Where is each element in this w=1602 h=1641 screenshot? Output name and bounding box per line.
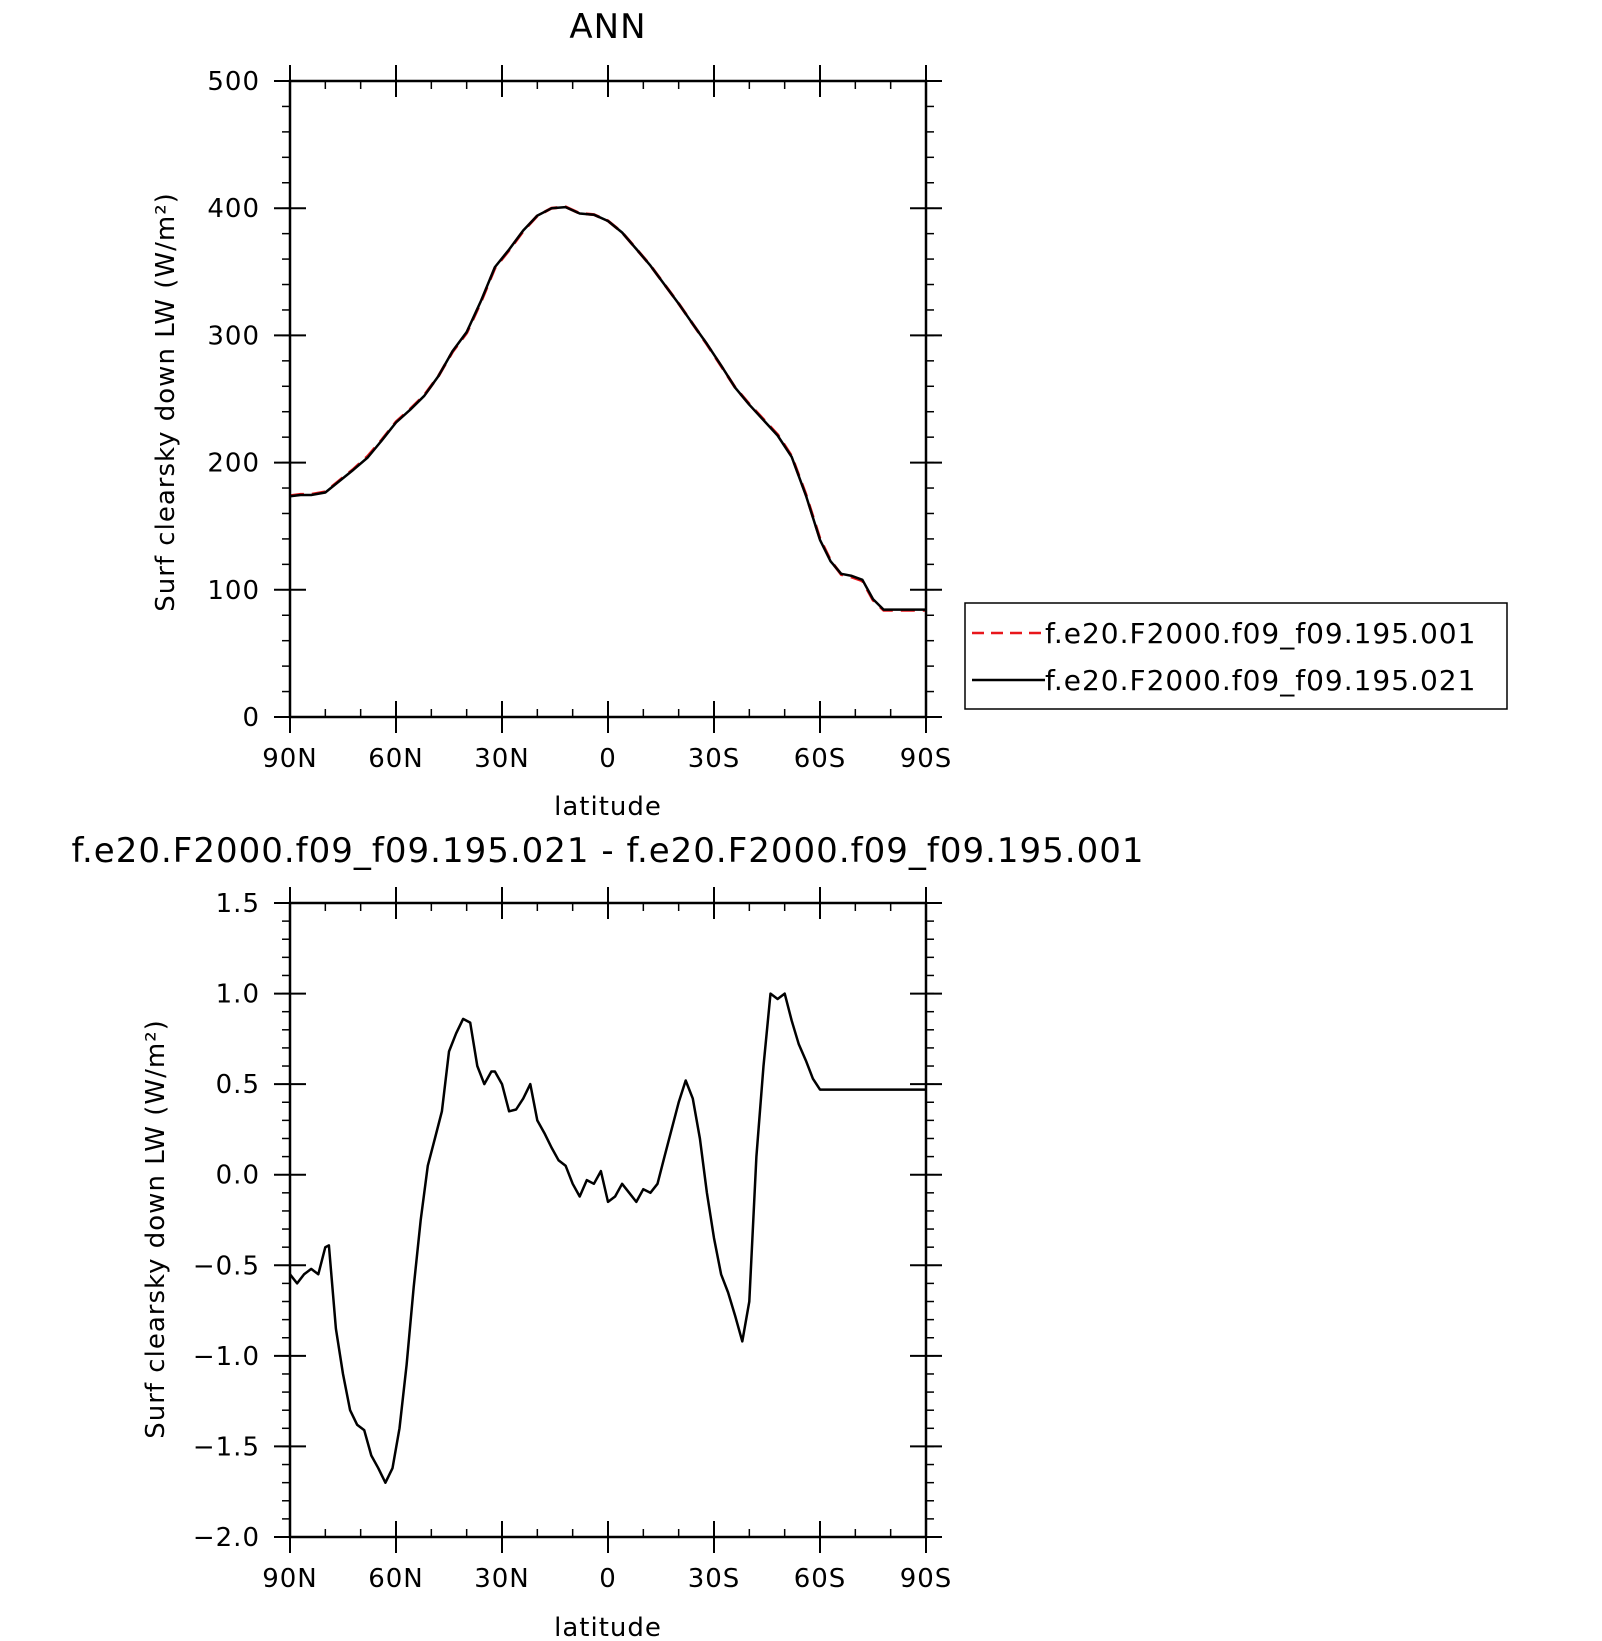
y-tick-label: 0.5 — [216, 1070, 260, 1100]
y-tick-label: 500 — [207, 67, 260, 97]
series-line-021 — [289, 205, 926, 611]
x-tick-label: 90N — [262, 744, 318, 774]
x-tick-label: 30S — [688, 744, 741, 774]
bottom-plot-ylabel: Surf clearsky down LW (W/m²) — [141, 1019, 171, 1439]
x-tick-label: 0 — [599, 744, 617, 774]
x-tick-label: 60N — [368, 1564, 424, 1594]
y-tick-label: 200 — [207, 449, 260, 479]
x-tick-label: 60N — [368, 744, 424, 774]
y-tick-label: 100 — [207, 576, 260, 606]
y-tick-label: 400 — [207, 194, 260, 224]
y-tick-label: −0.5 — [193, 1251, 260, 1281]
y-tick-label: −2.0 — [193, 1523, 260, 1553]
legend-frame — [964, 602, 1508, 710]
x-tick-label: 90S — [900, 1564, 953, 1594]
bottom-line-plot: f.e20.F2000.f09_f09.195.021 - f.e20.F200… — [72, 831, 1145, 1641]
bottom-plot-xlabel: latitude — [554, 1613, 662, 1641]
y-tick-label: 0.0 — [216, 1161, 260, 1191]
x-tick-label: 90N — [262, 1564, 318, 1594]
top-plot-xlabel: latitude — [554, 792, 662, 822]
plot-frame — [288, 901, 928, 1539]
series-line-001 — [289, 205, 926, 612]
top-line-plot: ANN latitude Surf clearsky down LW (W/m²… — [151, 7, 953, 822]
x-tick-label: 30N — [474, 744, 530, 774]
x-tick-label: 0 — [599, 1564, 617, 1594]
y-tick-label: −1.5 — [193, 1432, 260, 1462]
y-tick-label: −1.0 — [193, 1342, 260, 1372]
y-tick-label: 1.5 — [216, 889, 260, 919]
top-plot-legend: f.e20.F2000.f09_f09.195.001 f.e20.F2000.… — [964, 602, 1508, 710]
legend-label-001: f.e20.F2000.f09_f09.195.001 — [1045, 617, 1476, 650]
x-tick-label: 60S — [794, 744, 847, 774]
x-tick-label: 30N — [474, 1564, 530, 1594]
bottom-plot-title: f.e20.F2000.f09_f09.195.021 - f.e20.F200… — [72, 831, 1145, 871]
difference-line — [289, 992, 926, 1484]
x-tick-label: 60S — [794, 1564, 847, 1594]
y-tick-label: 0 — [242, 703, 260, 733]
y-tick-label: 1.0 — [216, 980, 260, 1010]
x-tick-label: 90S — [900, 744, 953, 774]
top-plot-title: ANN — [569, 7, 646, 47]
x-tick-label: 30S — [688, 1564, 741, 1594]
y-tick-label: 300 — [207, 321, 260, 351]
top-plot-ylabel: Surf clearsky down LW (W/m²) — [151, 192, 181, 612]
legend-label-021: f.e20.F2000.f09_f09.195.021 — [1045, 664, 1476, 697]
plot-frame — [288, 79, 928, 719]
